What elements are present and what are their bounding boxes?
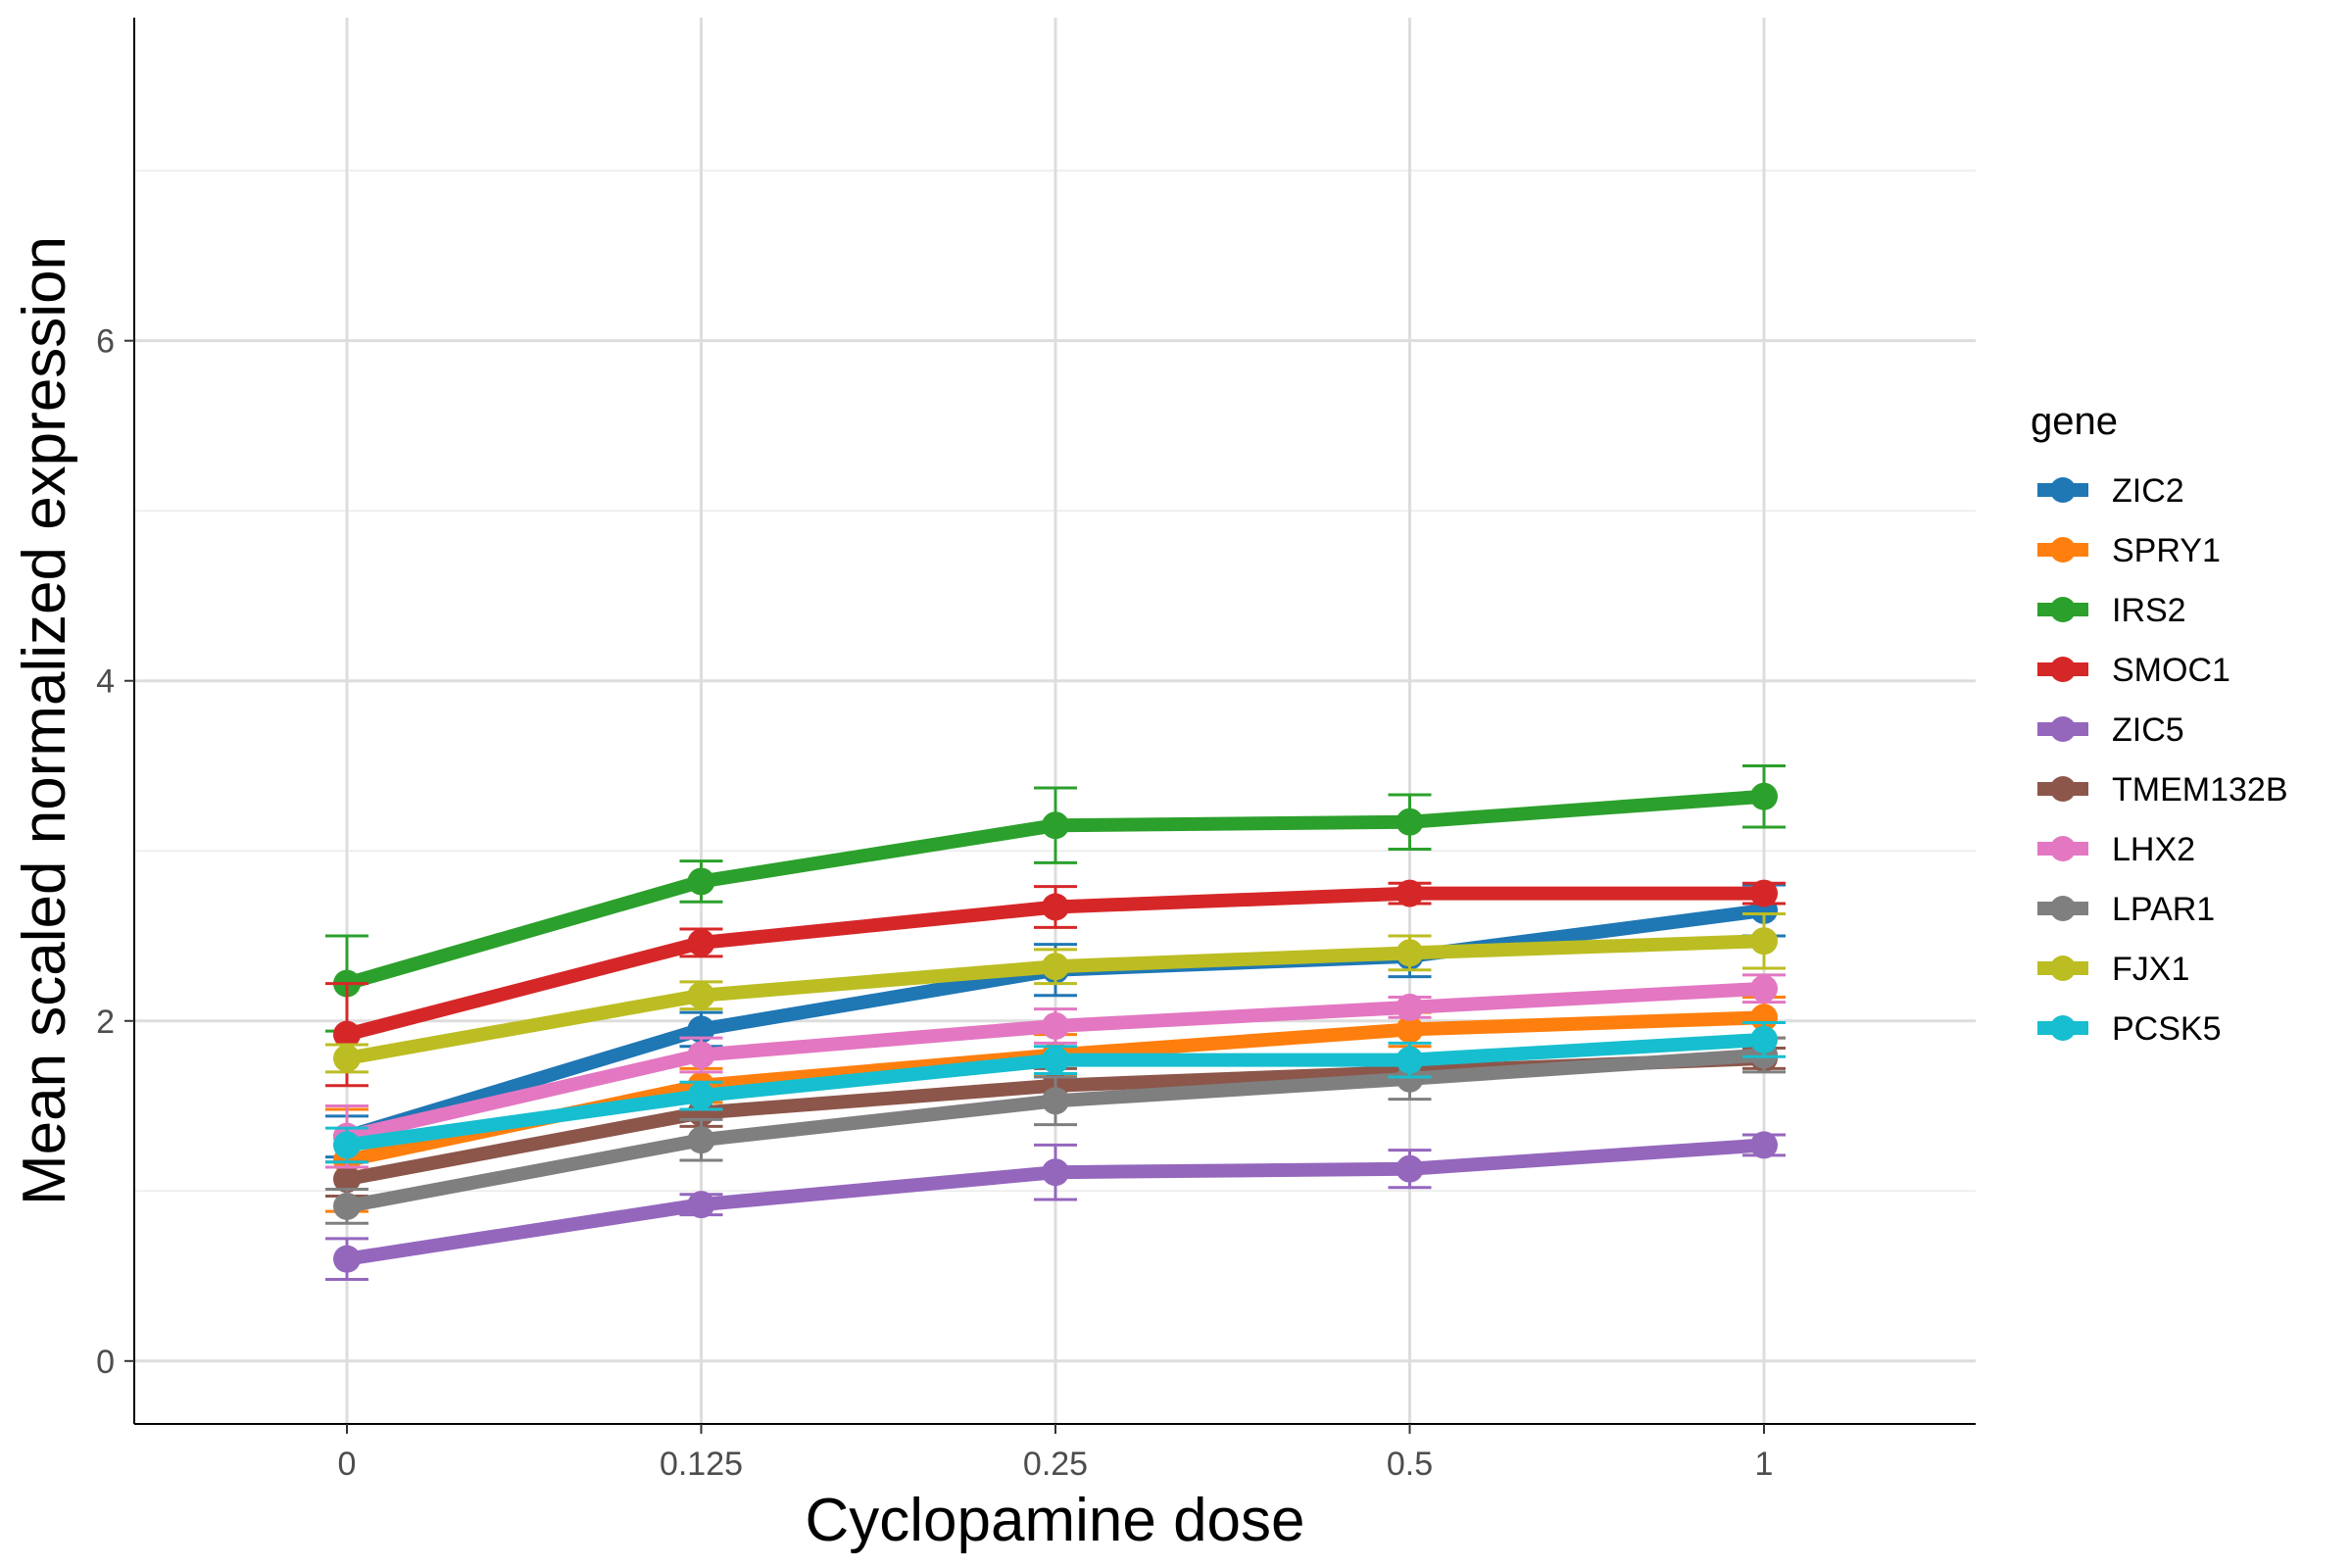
series-smoc1 [325,879,1786,1088]
legend-swatch-point [2050,537,2076,563]
tick-labels: 0 2 4 6 0 0.125 0.25 0.5 1 [96,323,1773,1483]
data-point [1750,879,1778,907]
legend-item-pcsk5: PCSK5 [2037,1010,2222,1048]
legend-item-irs2: IRS2 [2037,592,2186,629]
legend-label: SMOC1 [2112,652,2230,689]
legend-item-fjx1: FJX1 [2037,951,2189,988]
legend-item-smoc1: SMOC1 [2037,652,2230,689]
y-axis-title: Mean scaled normalized expression [11,236,78,1205]
series-zic5 [325,1131,1786,1282]
data-point [1042,1158,1069,1187]
data-point [1750,1131,1778,1159]
legend-item-spry1: SPRY1 [2037,532,2221,569]
legend-swatch-point [2050,597,2076,622]
x-tick-label: 0.125 [660,1446,743,1483]
data-point [1042,1011,1069,1040]
data-point [1750,927,1778,956]
series-irs2 [325,763,1786,1033]
data-point [687,867,715,896]
series-fjx1 [325,911,1786,1074]
legend-label: LPAR1 [2112,891,2215,928]
series-pcsk5 [325,1020,1786,1164]
legend-item-lhx2: LHX2 [2037,831,2195,868]
legend-item-tmem132b: TMEM132B [2037,771,2288,808]
data-point [1396,1154,1424,1183]
legend-item-zic2: ZIC2 [2037,472,2184,510]
data-point [1750,782,1778,810]
data-point [687,1126,715,1154]
data-point [1042,893,1069,921]
legend-swatch-point [2050,836,2076,861]
data-point [687,1191,715,1219]
data-point [333,1165,361,1194]
data-point [333,1131,361,1159]
legend-swatch-point [2050,776,2076,802]
legend-label: PCSK5 [2112,1010,2222,1048]
legend-item-lpar1: LPAR1 [2037,891,2215,928]
data-point [1750,1004,1778,1032]
legend-label: IRS2 [2112,592,2186,629]
legend-swatch-point [2050,896,2076,921]
legend-item-zic5: ZIC5 [2037,711,2184,749]
data-point [333,1020,361,1049]
legend-label: LHX2 [2112,831,2195,868]
axes [124,18,1976,1434]
data-point [1396,939,1424,967]
legend-swatch-point [2050,657,2076,682]
data-point [1396,1015,1424,1044]
data-point [687,1041,715,1069]
data-point [1750,974,1778,1003]
data-point [1396,879,1424,907]
data-point [1042,953,1069,981]
x-tick-label: 1 [1755,1446,1774,1483]
data-point [333,1245,361,1273]
legend-swatch-point [2050,956,2076,981]
data-point [1042,1087,1069,1115]
legend-label: FJX1 [2112,951,2189,988]
legend-swatch-point [2050,1015,2076,1041]
data-point [1396,1046,1424,1074]
x-tick-label: 0 [338,1446,357,1483]
legend-label: TMEM132B [2112,771,2288,808]
y-tick-label: 6 [96,323,115,361]
data-point [687,1015,715,1044]
x-tick-label: 0.25 [1023,1446,1088,1483]
y-tick-label: 0 [96,1344,115,1381]
legend-swatch-point [2050,716,2076,742]
legend-label: SPRY1 [2112,532,2221,569]
data-point [1042,811,1069,840]
y-tick-label: 2 [96,1004,115,1041]
data-point [687,1082,715,1110]
series-layer [325,763,1786,1282]
legend-label: ZIC2 [2112,472,2184,510]
legend-swatch-point [2050,477,2076,503]
data-point [687,981,715,1009]
data-point [333,1044,361,1072]
data-point [333,1192,361,1220]
x-tick-label: 0.5 [1387,1446,1433,1483]
data-point [1042,1046,1069,1074]
data-point [1750,1025,1778,1054]
data-point [1396,808,1424,836]
legend-title: gene [2031,400,2118,443]
data-point [1396,993,1424,1021]
data-point [687,928,715,956]
legend-label: ZIC5 [2112,711,2184,749]
y-tick-label: 4 [96,663,115,701]
x-axis-title: Cyclopamine dose [805,1487,1304,1554]
series-lhx2 [325,973,1786,1169]
legend: gene ZIC2 SPRY1 IRS2 SMOC1 ZIC5 TMEM132B LHX2 L… [2031,400,2288,1048]
